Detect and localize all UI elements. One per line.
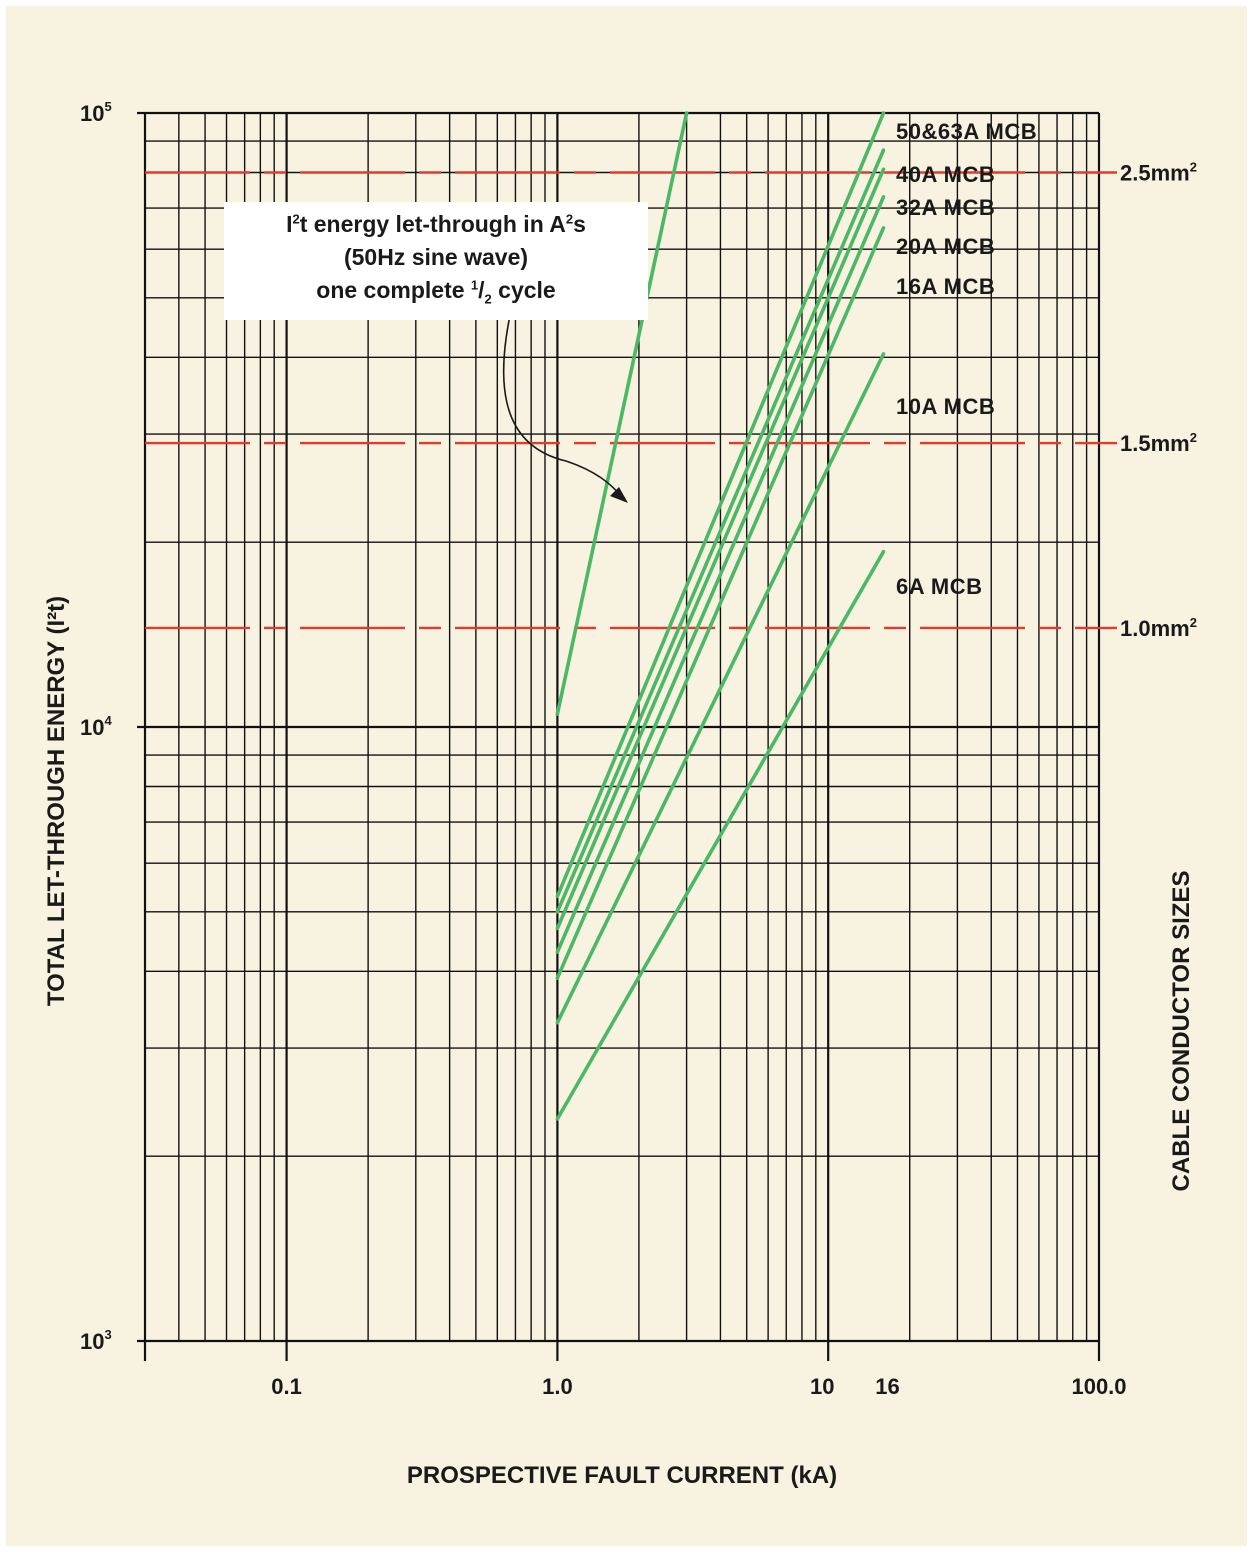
curve-label: 50&63A MCB	[896, 119, 1037, 144]
reference-label: 1.5mm2	[1120, 430, 1197, 456]
annotation-line-3: one complete 1/2 cycle	[316, 277, 556, 307]
curve-label: 16A MCB	[896, 274, 995, 299]
x-tick-label: 1.0	[542, 1374, 573, 1399]
annotation-line-2: (50Hz sine wave)	[343, 244, 529, 270]
x-tick-label: 0.1	[271, 1374, 302, 1399]
y-tick-label: 104	[80, 713, 112, 740]
x-axis-title: PROSPECTIVE FAULT CURRENT (kA)	[407, 1462, 837, 1489]
curve	[555, 148, 886, 914]
curve	[555, 226, 886, 980]
annotation-box: I2t energy let-through in A2s (50Hz sine…	[224, 202, 648, 320]
right-axis-title: CABLE CONDUCTOR SIZES	[1168, 871, 1195, 1192]
curve-label: 10A MCB	[896, 394, 995, 419]
curve	[555, 352, 886, 1025]
curve	[555, 167, 886, 931]
curve	[555, 111, 886, 899]
curve	[555, 549, 886, 1121]
curve-label: 40A MCB	[896, 162, 995, 187]
x-tick-label: 10	[810, 1374, 834, 1399]
arrow-shaft	[502, 305, 622, 497]
curve-label: 20A MCB	[896, 234, 995, 259]
curves	[555, 111, 886, 1121]
curve-label: 6A MCB	[896, 574, 983, 599]
reference-label: 2.5mm2	[1120, 160, 1197, 186]
curve	[555, 111, 689, 716]
reference-label: 1.0mm2	[1120, 615, 1197, 641]
chart-page: 2.5mm2 1.5mm2 1.0mm2 50&63A MCB 40A MCB 32A M…	[6, 6, 1247, 1546]
y-tick-label: 103	[80, 1327, 112, 1354]
reference-lines	[145, 171, 1117, 630]
arrow-head	[610, 487, 628, 503]
x-tick-label: 100.0	[1071, 1374, 1126, 1399]
y-tick-label: 105	[80, 99, 112, 126]
curve	[555, 195, 886, 954]
curve-label: 32A MCB	[896, 195, 995, 220]
annotation-arrow	[502, 305, 628, 503]
x-tick-label: 16	[875, 1374, 899, 1399]
annotation-line-1: I2t energy let-through in A2s	[286, 211, 586, 237]
y-axis-title: TOTAL LET-THROUGH ENERGY (I²t)	[43, 596, 70, 1006]
